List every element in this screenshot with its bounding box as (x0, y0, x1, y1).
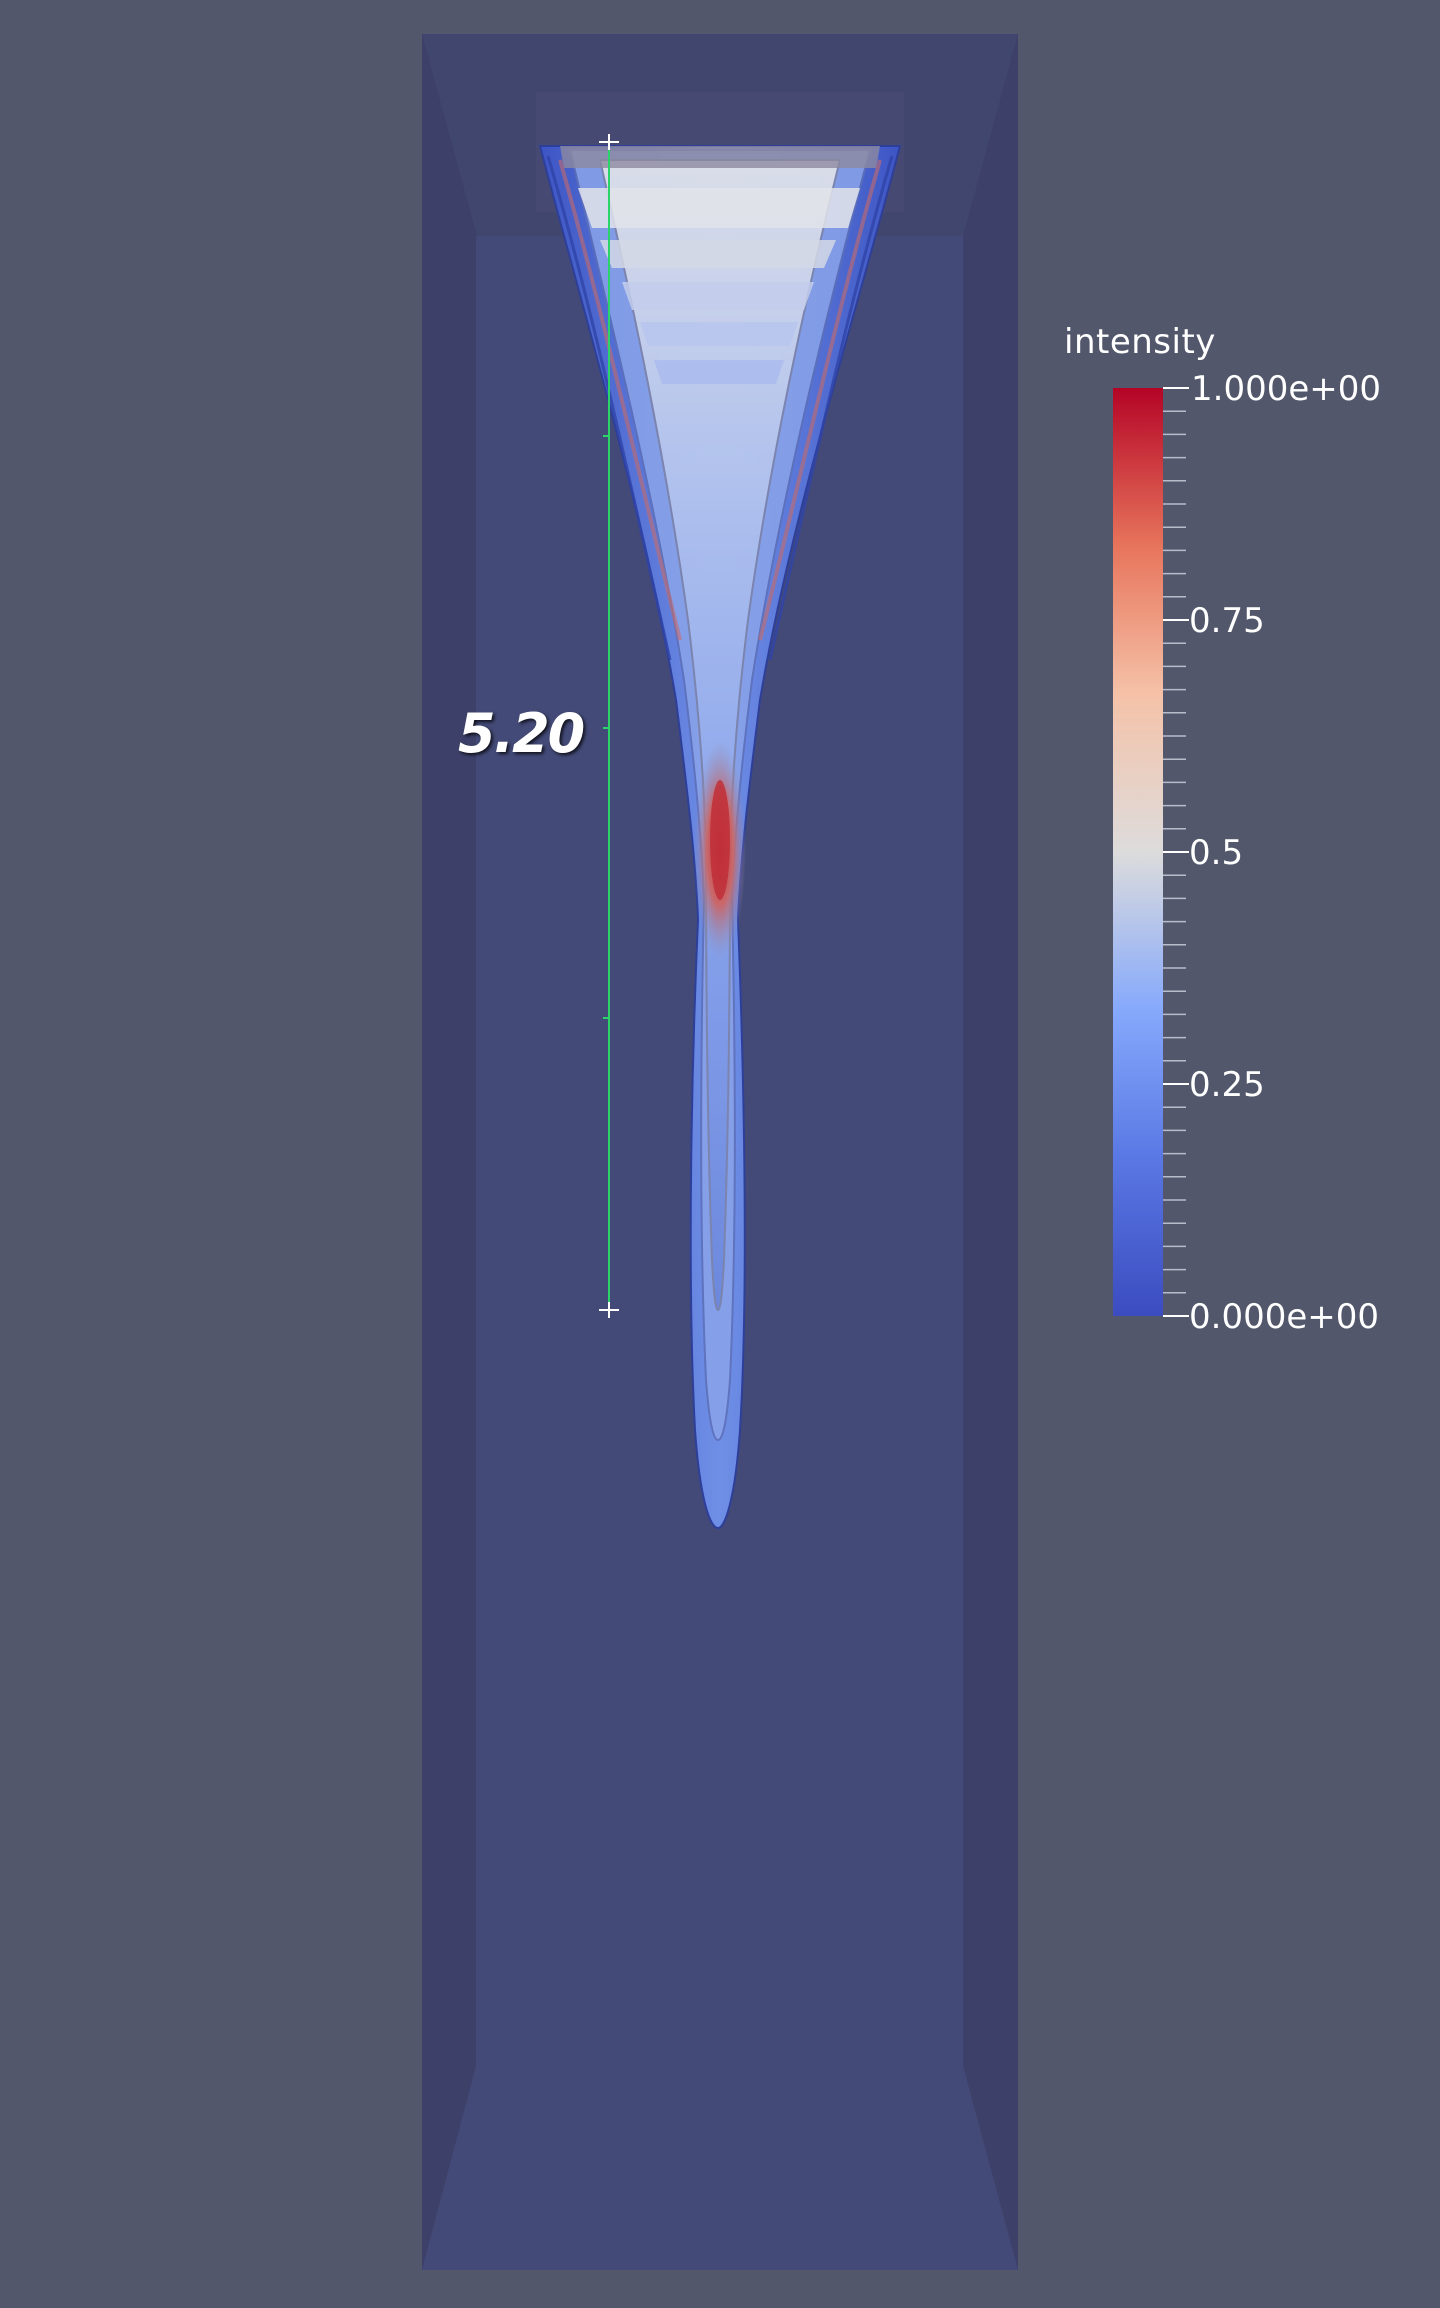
colorbar-title: intensity (1064, 322, 1216, 362)
colorbar-tick-label-min: 0.000e+00 (1189, 1297, 1380, 1337)
colorbar-ticks (1163, 387, 1189, 1317)
colorbar-tick-label-max: 1.000e+00 (1191, 369, 1382, 409)
colorbar (1113, 387, 1189, 1317)
colorbar-tick-label-05: 0.5 (1189, 833, 1244, 873)
plume-isosurface (538, 145, 902, 1530)
colorbar-tick-label-075: 0.75 (1189, 601, 1265, 641)
ruler-distance-label: 5.20 (458, 702, 585, 765)
colorbar-tick-label-025: 0.25 (1189, 1065, 1265, 1105)
measurement-ruler-icon[interactable] (599, 134, 619, 1318)
colorbar-gradient (1113, 388, 1163, 1316)
